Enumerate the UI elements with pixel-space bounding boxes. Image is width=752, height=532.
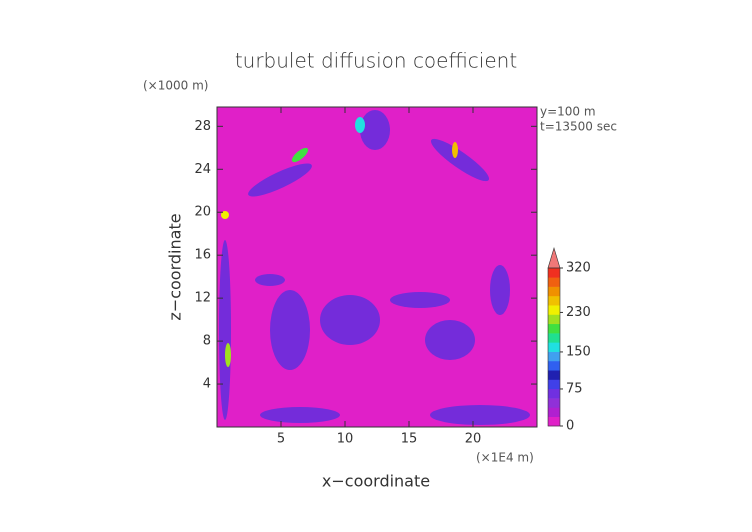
y-tick-label: 12	[194, 291, 211, 306]
plot-frame	[216, 106, 538, 428]
colorbar-extend	[547, 246, 561, 269]
colorbar-band	[548, 398, 560, 408]
y-tick-label: 28	[194, 119, 211, 134]
y-tick-label: 20	[194, 205, 211, 220]
colorbar-band	[548, 305, 560, 315]
colorbar-tick-label: 230	[566, 305, 591, 320]
x-tick-label: 10	[337, 432, 354, 447]
colorbar-band	[548, 370, 560, 380]
colorbar-band	[548, 360, 560, 371]
field-blobs	[219, 110, 530, 425]
chart-title: turbulet diffusion coefficient	[235, 49, 517, 73]
field	[217, 107, 537, 427]
colorbar-band	[548, 333, 560, 343]
field-peaks	[221, 117, 458, 367]
y-unit: (×1000 m)	[143, 79, 208, 93]
x-tick-label: 20	[465, 432, 482, 447]
colorbar-band	[548, 342, 560, 352]
colorbar-band	[548, 379, 560, 390]
annotation: y=100 m	[540, 105, 596, 119]
colorbar-tick-label: 150	[566, 344, 591, 359]
y-tick-label: 16	[194, 248, 211, 263]
annotation: t=13500 sec	[540, 120, 617, 134]
colorbar-band	[548, 295, 560, 306]
y-axis-label: z−coordinate	[166, 213, 185, 320]
colorbar-band	[548, 351, 560, 362]
colorbar-band	[548, 286, 560, 297]
colorbar-band	[548, 416, 560, 427]
colorbar-band	[548, 388, 560, 399]
y-tick-label: 8	[203, 334, 211, 349]
colorbar-band	[548, 314, 560, 325]
y-tick-label: 4	[203, 377, 211, 392]
colorbar-tick-label: 0	[566, 419, 574, 434]
y-tick-label: 24	[194, 162, 211, 177]
colorbar-band	[548, 407, 560, 418]
colorbar-tick-label: 320	[566, 261, 591, 276]
colorbar-tick-label: 75	[566, 381, 583, 396]
colorbar-band	[548, 268, 560, 278]
x-tick-label: 15	[401, 432, 418, 447]
x-tick-label: 5	[277, 432, 285, 447]
colorbar-band	[548, 323, 560, 334]
x-axis-label: x−coordinate	[322, 472, 430, 491]
colorbar-frame	[547, 267, 561, 427]
colorbar-band	[548, 277, 560, 287]
field-background	[217, 107, 537, 427]
x-unit: (×1E4 m)	[476, 451, 534, 465]
